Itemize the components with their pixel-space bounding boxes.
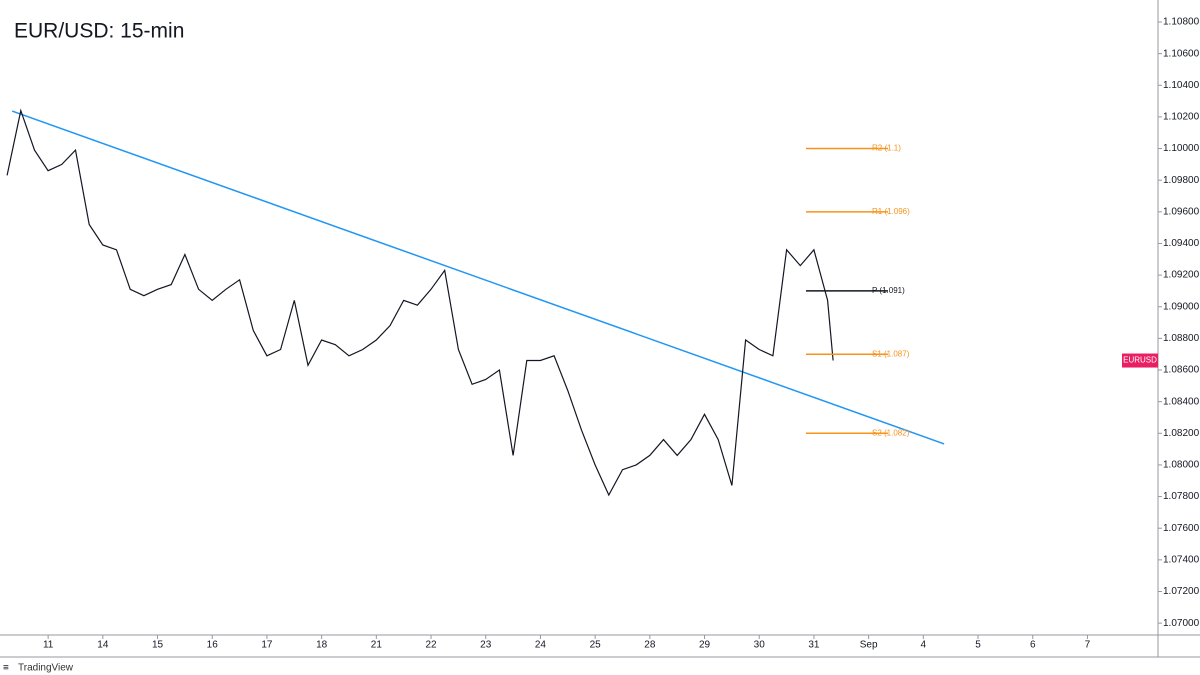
x-tick-label: 18: [316, 640, 328, 651]
x-tick-label: 30: [754, 640, 766, 651]
x-tick-label: 4: [921, 640, 927, 651]
x-tick-label: 7: [1085, 640, 1091, 651]
y-tick-label: 1.10600: [1163, 48, 1200, 59]
y-tick-label: 1.10800: [1163, 17, 1200, 28]
x-tick-label: 22: [425, 640, 437, 651]
price-tag: [1122, 353, 1158, 368]
y-tick-label: 1.09000: [1163, 301, 1200, 312]
x-tick-label: 23: [480, 640, 492, 651]
y-tick-label: 1.07600: [1163, 523, 1200, 534]
price-line: [6, 108, 834, 497]
logo: ≡: [3, 663, 9, 674]
x-tick-label: 28: [644, 640, 656, 651]
price-tag-label: EURUSD: [1123, 356, 1157, 365]
x-tick-label: 11: [43, 640, 54, 651]
x-tick-label: 14: [97, 640, 109, 651]
y-tick-label: 1.10200: [1163, 112, 1200, 123]
pivot-label: P (1.091): [872, 286, 905, 295]
x-tick-label: 6: [1030, 640, 1036, 651]
y-tick-label: 1.07200: [1163, 586, 1200, 597]
x-tick-label: 16: [207, 640, 219, 651]
x-tick-label: 21: [371, 640, 383, 651]
x-tick-label: 29: [699, 640, 711, 651]
y-tick-label: 1.07400: [1163, 554, 1200, 565]
pivot-label: R1 (1.096): [872, 207, 910, 216]
y-tick-label: 1.08400: [1163, 396, 1200, 407]
x-tick-label: 17: [261, 640, 273, 651]
y-tick-label: 1.09400: [1163, 238, 1200, 249]
x-tick-label: 5: [975, 640, 981, 651]
x-tick-label: 31: [808, 640, 820, 651]
pivot-label: S2 (1.082): [872, 428, 910, 437]
y-tick-label: 1.08800: [1163, 333, 1200, 344]
y-tick-label: 1.09600: [1163, 206, 1200, 217]
y-tick-label: 1.09800: [1163, 175, 1200, 186]
pivot-label: S1 (1.087): [872, 349, 910, 358]
x-tick-label: 25: [590, 640, 602, 651]
y-tick-label: 1.09200: [1163, 270, 1200, 281]
y-tick-label: 1.10000: [1163, 143, 1200, 154]
y-tick-label: 1.07000: [1163, 618, 1200, 629]
y-tick-label: 1.08600: [1163, 365, 1200, 376]
y-tick-label: 1.07800: [1163, 491, 1200, 502]
y-tick-label: 1.10400: [1163, 80, 1200, 91]
y-tick-label: 1.08000: [1163, 460, 1200, 471]
x-tick-label: 15: [152, 640, 164, 651]
trendline: [11, 110, 945, 445]
pivot-label: R2 (1.1): [872, 144, 901, 153]
x-tick-label: Sep: [860, 640, 878, 651]
chart-title: EUR/USD: 15-min: [14, 20, 184, 43]
watermark: TradingView: [18, 663, 74, 674]
y-tick-label: 1.08200: [1163, 428, 1200, 439]
x-tick-label: 24: [535, 640, 547, 651]
